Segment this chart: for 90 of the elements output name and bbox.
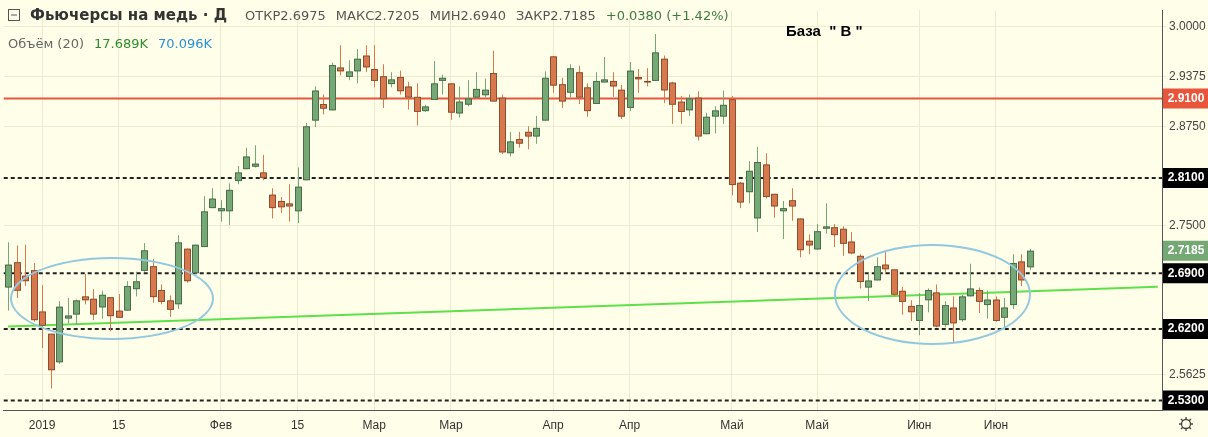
candlestick (806, 233, 813, 255)
candlestick (431, 60, 438, 101)
x-tick-label: Июн (907, 417, 932, 432)
candlestick (942, 300, 949, 328)
candlestick (610, 71, 617, 98)
candlestick (346, 59, 353, 81)
candlestick (141, 242, 148, 273)
candlestick (363, 44, 370, 73)
candlestick (780, 200, 787, 240)
x-tick-label: Май (805, 417, 829, 432)
candlestick (686, 93, 693, 117)
candlestick (473, 71, 480, 99)
annotation: МИН2.6940 (429, 7, 506, 23)
candlestick (908, 299, 915, 322)
ref-line-label: 2.5300 (1167, 392, 1205, 407)
ref-line-label: 2.8100 (1167, 170, 1205, 185)
text: 2.7185 (1167, 242, 1205, 257)
annotation: МАКС2.7205 (335, 7, 420, 23)
annotation: ЗАКР2.7185 (515, 7, 596, 23)
candlestick (559, 77, 566, 109)
candlestick (1001, 297, 1008, 329)
candlestick (814, 223, 821, 250)
candlestick (789, 187, 796, 222)
ref-line-label: 2.6900 (1167, 265, 1205, 280)
candlestick (235, 165, 242, 185)
candlestick (465, 79, 472, 107)
candlestick (916, 292, 923, 336)
candlestick (337, 44, 344, 76)
candlestick (533, 115, 540, 145)
y-tick-label: 2.7500 (1169, 217, 1207, 232)
annotation: ОТКР2.6975 (245, 7, 326, 23)
candlestick (456, 86, 463, 118)
x-tick-label: 2019 (28, 417, 56, 432)
candlestick (252, 144, 259, 169)
candlestick (976, 287, 983, 314)
annotation: База " В " (786, 22, 863, 39)
annotation: 70.096K (158, 36, 213, 51)
candlestick (678, 95, 685, 125)
annotation: +0.0380 (+1.42%) (605, 7, 729, 23)
x-tick-label: 15 (290, 417, 305, 432)
y-tick-label: 3.0000 (1169, 19, 1207, 34)
candlestick (482, 78, 489, 99)
ref-line-label: 2.6200 (1167, 321, 1205, 336)
y-tick-label: 2.9375 (1169, 68, 1207, 83)
candlestick (1018, 253, 1025, 287)
candlestick (635, 68, 642, 94)
candlestick (865, 272, 872, 302)
x-tick-label: Мар (439, 417, 463, 432)
candlestick (73, 299, 80, 326)
x-tick-label: Апр (619, 417, 641, 432)
candlestick (507, 131, 514, 157)
ref-line-label: 2.9100 (1167, 90, 1205, 105)
candlestick (269, 187, 276, 219)
candlestick (107, 296, 114, 332)
x-tick-label: Апр (542, 417, 564, 432)
y-tick-label: 2.5625 (1169, 366, 1207, 381)
candlestick (882, 251, 889, 275)
candlestick (260, 154, 267, 181)
chart-title: Фьючерсы на медь · Д (30, 6, 228, 24)
candlestick (823, 202, 830, 235)
candlestick (984, 290, 991, 320)
candlestick (133, 271, 140, 297)
candlestick (439, 74, 446, 95)
candlestick (380, 63, 387, 109)
candlestick (831, 223, 838, 248)
candlestick (1027, 248, 1034, 271)
candlestick (967, 263, 974, 297)
x-tick-label: Июн (983, 417, 1009, 432)
annotation: Объём (20) (8, 36, 85, 51)
candlestick (116, 293, 123, 319)
candlestick (959, 294, 966, 323)
y-tick-label: 2.8750 (1169, 118, 1207, 133)
candlestick (414, 82, 421, 126)
candlestick (320, 93, 327, 115)
x-tick-label: Фев (209, 417, 232, 432)
candlestick (354, 48, 361, 84)
candlestick (925, 287, 932, 313)
annotation: 17.689K (94, 36, 149, 51)
x-tick-label: 15 (112, 417, 126, 432)
candlestick (950, 295, 957, 344)
candlestick (993, 295, 1000, 323)
candlestick (65, 297, 72, 324)
candlestick (167, 295, 174, 318)
candlestick (5, 241, 12, 312)
candlestick (525, 125, 532, 150)
candlestick (644, 67, 651, 87)
candlestick (371, 44, 378, 88)
candlestick (99, 290, 106, 320)
x-tick-label: Май (720, 417, 744, 432)
x-tick-label: Мар (362, 417, 387, 432)
